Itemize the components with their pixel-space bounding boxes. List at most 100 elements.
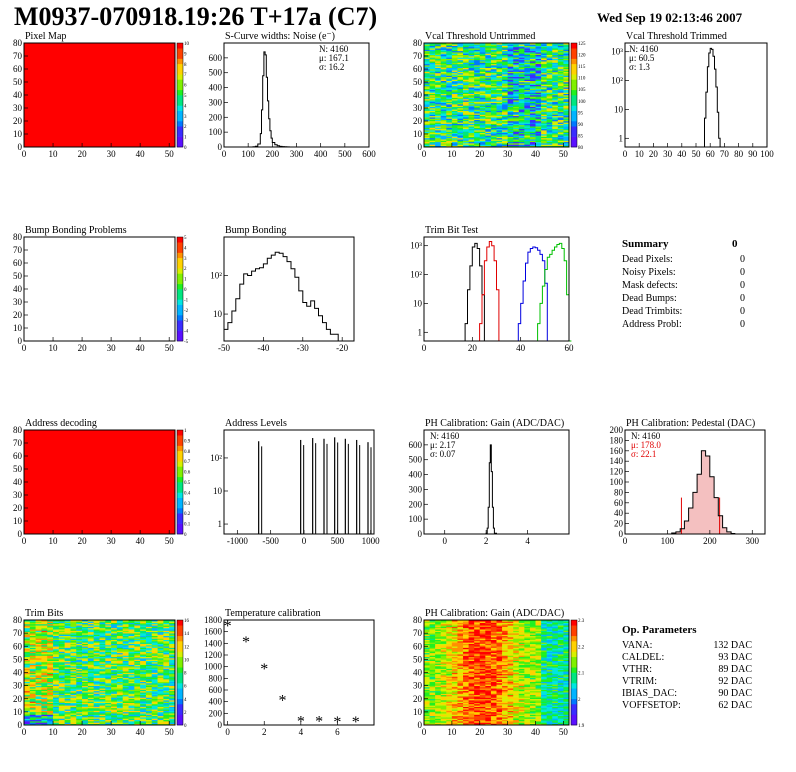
- ph-gain-map-ytick-label: 10: [413, 707, 423, 717]
- bump-problems-colorbar-segment: [177, 237, 183, 243]
- trim-bits-colorbar-tick: 8: [184, 672, 187, 677]
- address-decoding-panel: Address decoding 0 0.1 0.2 0.3 0.4 0.5 0.6 0.7 0.…: [13, 418, 191, 546]
- pixel-map-panel: Pixel Map 0 1 2 3 4 5 6 7 8 9 10 0 10 20 30 40 50 0 10 20 30 4…: [13, 31, 190, 159]
- address-decoding-colorbar-tick: 0.9: [184, 439, 191, 444]
- summary-label: Dead Trimbits:: [622, 306, 682, 317]
- trim-bits-colorbar-tick: 4: [184, 698, 187, 703]
- summary-value: 0: [740, 293, 745, 304]
- ph-pedestal-stat-sigma: σ: 22.1: [631, 449, 656, 459]
- pixel-map-xtick-label: 20: [78, 149, 88, 159]
- ph-gain-map-colorbar-segment: [571, 672, 577, 679]
- ph-pedestal-stat-mean: μ: 178.0: [631, 440, 661, 450]
- vcal-untrimmed-colorbar-segment: [571, 53, 577, 59]
- address-decoding-ytick-label: 50: [13, 464, 23, 474]
- trim-bit-test-xtick-label: 40: [516, 343, 526, 353]
- pixel-map-colorbar-tick: 0: [184, 146, 187, 151]
- trim-bits-xtick-label: 40: [136, 727, 146, 737]
- address-decoding-ytick-label: 30: [13, 490, 23, 500]
- summary-label: Dead Pixels:: [622, 254, 673, 265]
- ph-gain-map-colorbar: [570, 619, 578, 726]
- vcal-untrimmed-colorbar-segment: [571, 63, 577, 70]
- ph-gain-map-colorbar-tick: 1.9: [578, 724, 585, 729]
- bump-problems-colorbar-segment: [177, 304, 183, 311]
- ph-gain-map-xtick-label: 10: [447, 727, 457, 737]
- summary-value: 0: [740, 280, 745, 291]
- bump-problems-colorbar-tick: 5: [184, 236, 187, 241]
- scurve-noise-ytick-label: 0: [218, 142, 223, 152]
- ph-gain-map-colorbar-segment: [571, 641, 577, 647]
- ph-pedestal-ytick-label: 140: [610, 456, 624, 466]
- trim-bits-colorbar-segment: [177, 709, 183, 715]
- temperature-xtick-label: 2: [262, 727, 267, 737]
- address-decoding-colorbar-tick: 0.8: [184, 450, 191, 455]
- vcal-untrimmed-colorbar-tick: 105: [578, 88, 586, 93]
- ph-gain-map-colorbar-segment: [571, 625, 577, 631]
- trim-bits-colorbar-segment: [177, 677, 183, 684]
- scurve-noise-title: S-Curve widths: Noise (e⁻): [225, 31, 335, 42]
- vcal-untrimmed-ytick-label: 10: [413, 129, 423, 139]
- trim-bits-ytick-label: 0: [18, 720, 23, 730]
- temperature-point: *: [352, 714, 360, 731]
- vcal-untrimmed-colorbar-tick: 115: [578, 65, 586, 70]
- trim-bit-test-series-line: [462, 242, 487, 342]
- address-levels-xtick-label: -500: [262, 536, 279, 546]
- ph-gain-map-colorbar-segment: [571, 714, 577, 721]
- op-parameter-label: VTRIM:: [622, 676, 657, 687]
- pixel-map-colorbar-tick: 2: [184, 125, 187, 130]
- bump-problems-colorbar-tick: -5: [184, 340, 189, 345]
- scurve-noise-ytick-label: 500: [209, 68, 223, 78]
- op-parameter-value: 62 DAC: [718, 700, 752, 711]
- summary-label: Noisy Pixels:: [622, 267, 676, 278]
- vcal-untrimmed-colorbar-segment: [571, 110, 577, 117]
- scurve-noise-xtick-label: 0: [222, 149, 227, 159]
- address-decoding-colorbar-segment: [177, 445, 183, 452]
- temperature-point: *: [315, 714, 323, 731]
- address-decoding-colorbar-segment: [177, 461, 183, 467]
- ph-gain-map-colorbar-segment: [571, 630, 577, 637]
- pixel-map-colorbar-segment: [177, 105, 183, 111]
- trim-bits-ytick-label: 10: [13, 707, 23, 717]
- bump-problems-colorbar-segment: [177, 257, 183, 264]
- address-levels-xtick-label: 1000: [362, 536, 381, 546]
- vcal-untrimmed-title: Vcal Threshold Untrimmed: [425, 31, 535, 42]
- pixel-map-xtick-label: 10: [49, 149, 59, 159]
- ph-pedestal-ytick-label: 0: [619, 529, 624, 539]
- bump-problems-xtick-label: 0: [22, 343, 27, 353]
- pixel-map-colorbar-segment: [177, 126, 183, 132]
- scurve-noise-ytick-label: 200: [209, 112, 223, 122]
- vcal-trimmed-xtick-label: 20: [649, 149, 659, 159]
- trim-bit-test-ytick-label: 1: [418, 327, 423, 337]
- vcal-untrimmed-colorbar-tick: 125: [578, 42, 586, 47]
- address-levels-title: Address Levels: [225, 418, 287, 429]
- address-levels-xtick-label: -1000: [227, 536, 248, 546]
- temperature-ytick-label: 0: [218, 720, 223, 730]
- vcal-untrimmed-ytick-label: 30: [413, 103, 423, 113]
- vcal-untrimmed-colorbar-segment: [571, 89, 577, 96]
- address-decoding-colorbar-segment: [177, 440, 183, 446]
- bump-problems-ytick-label: 30: [13, 297, 23, 307]
- pixel-map-colorbar-segment: [177, 115, 183, 122]
- trim-bits-colorbar-segment: [177, 719, 183, 726]
- bump-bonding-xtick-label: -20: [336, 343, 348, 353]
- vcal-trimmed-xtick-label: 40: [677, 149, 687, 159]
- vcal-trimmed-xtick-label: 50: [692, 149, 702, 159]
- address-decoding-colorbar-segment: [177, 497, 183, 504]
- pixel-map-colorbar-segment: [177, 136, 183, 143]
- pixel-map-xtick-label: 40: [136, 149, 146, 159]
- ph-pedestal-ytick-label: 180: [610, 435, 624, 445]
- trim-bits-xtick-label: 20: [78, 727, 88, 737]
- bump-bonding-ytick-label: 10²: [210, 271, 222, 281]
- pixel-map-colorbar-segment: [177, 110, 183, 117]
- vcal-untrimmed-colorbar-segment: [571, 43, 577, 49]
- vcal-untrimmed-colorbar-segment: [571, 100, 577, 106]
- vcal-trimmed-xtick-label: 30: [663, 149, 673, 159]
- ph-pedestal-ytick-label: 80: [614, 487, 624, 497]
- vcal-untrimmed-panel: Vcal Threshold Untrimmed8085909510010511…: [413, 31, 586, 159]
- temperature-panel: Temperature calibration***** * * *0 2 4 602004…: [204, 608, 375, 737]
- ph-pedestal-xtick-label: 100: [661, 536, 675, 546]
- ph-gain-panel: PH Calibration: Gain (ADC/DAC) 0 2 4 0 100 200…: [409, 418, 570, 546]
- pixel-map-colorbar-segment: [177, 53, 183, 59]
- vcal-untrimmed-xtick-label: 10: [447, 149, 457, 159]
- bump-problems-ytick-label: 10: [13, 323, 23, 333]
- address-decoding-colorbar-tick: 0.3: [184, 502, 191, 507]
